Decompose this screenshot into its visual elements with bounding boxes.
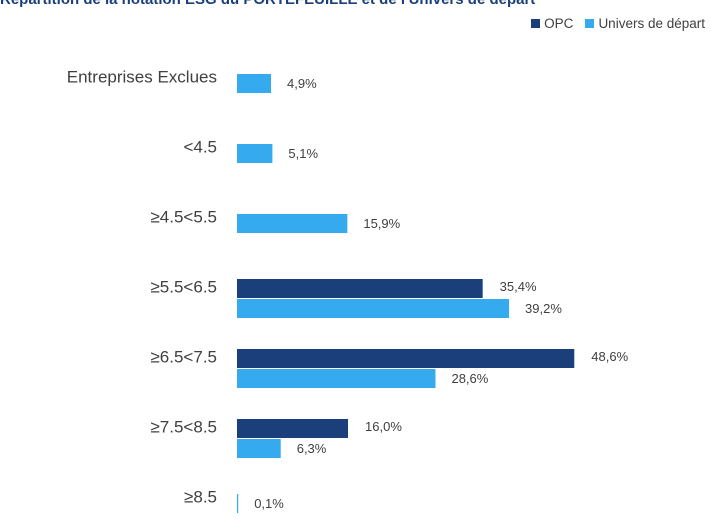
category-label: ≥7.5<8.5 xyxy=(150,417,217,436)
category-label: ≥8.5 xyxy=(184,487,217,506)
data-label-univers: 6,3% xyxy=(297,441,327,456)
bar-opc xyxy=(237,349,575,368)
bar-univers xyxy=(237,144,273,163)
bar-opc xyxy=(237,419,349,438)
bar-opc xyxy=(237,279,483,298)
legend-swatch-opc xyxy=(531,19,541,28)
legend-swatch-univers xyxy=(585,19,595,28)
data-label-opc: 48,6% xyxy=(591,349,628,364)
category-label: ≥6.5<7.5 xyxy=(150,347,217,366)
legend-item-univers: Univers de départ xyxy=(585,16,705,31)
data-label-univers: 15,9% xyxy=(363,216,400,231)
bar-univers xyxy=(237,299,510,318)
bar-univers xyxy=(237,369,436,388)
data-label-univers: 4,9% xyxy=(287,76,317,91)
category-label: Entreprises Exclues xyxy=(67,67,217,86)
category-label: <4.5 xyxy=(183,137,217,156)
legend-label-univers: Univers de départ xyxy=(598,16,705,31)
legend: OPC Univers de départ xyxy=(531,16,705,31)
legend-item-opc: OPC xyxy=(531,16,573,31)
data-label-univers: 28,6% xyxy=(451,371,488,386)
category-label: ≥5.5<6.5 xyxy=(150,277,217,296)
chart-title: Répartition de la notation ESG du PORTEF… xyxy=(0,0,535,8)
bar-univers xyxy=(237,74,272,93)
data-label-opc: 35,4% xyxy=(500,279,537,294)
bar-univers xyxy=(237,494,239,513)
data-label-opc: 16,0% xyxy=(365,419,402,434)
data-label-univers: 39,2% xyxy=(525,301,562,316)
bar-univers xyxy=(237,439,281,458)
data-label-univers: 0,1% xyxy=(254,496,284,511)
category-label: ≥4.5<5.5 xyxy=(150,207,217,226)
legend-label-opc: OPC xyxy=(544,16,574,31)
bar-univers xyxy=(237,214,348,233)
data-label-univers: 5,1% xyxy=(288,146,318,161)
